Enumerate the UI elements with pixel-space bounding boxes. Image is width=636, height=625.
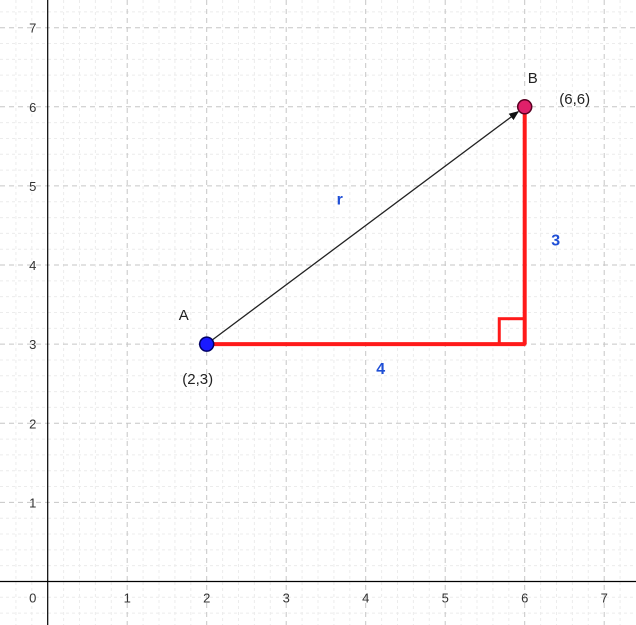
horizontal-leg-length: 4 <box>376 361 385 378</box>
vector-r-arrow[interactable] <box>206 110 520 345</box>
x-tick-label: 0 <box>29 590 36 605</box>
x-tick-labels: 0 1 2 3 4 5 6 7 <box>29 590 608 605</box>
right-triangle <box>206 106 527 347</box>
y-tick-label: 4 <box>29 258 36 273</box>
y-tick-label: 5 <box>29 179 36 194</box>
x-tick-label: 1 <box>124 590 131 605</box>
point-b-coordinates: (6,6) <box>559 91 590 108</box>
point-a-dot[interactable] <box>198 336 215 352</box>
x-tick-label: 3 <box>283 590 290 605</box>
y-tick-label: 3 <box>29 337 36 352</box>
point-a-coordinates: (2,3) <box>182 371 213 388</box>
x-tick-label: 6 <box>521 590 528 605</box>
point-a-label: A <box>179 307 189 324</box>
point-b-label: B <box>528 70 538 87</box>
x-tick-label: 2 <box>203 590 210 605</box>
y-tick-labels: 1 2 3 4 5 6 7 <box>29 21 36 511</box>
vector-r-label: r <box>337 191 343 208</box>
x-tick-label: 4 <box>362 590 369 605</box>
point-b-dot[interactable] <box>516 99 533 115</box>
y-tick-label: 1 <box>29 495 36 510</box>
y-tick-label: 7 <box>29 21 36 36</box>
y-tick-label: 6 <box>29 100 36 115</box>
x-tick-label: 7 <box>601 590 608 605</box>
vertical-leg-length: 3 <box>551 232 560 249</box>
y-tick-label: 2 <box>29 416 36 431</box>
right-angle-marker <box>497 317 527 346</box>
x-tick-label: 5 <box>442 590 449 605</box>
